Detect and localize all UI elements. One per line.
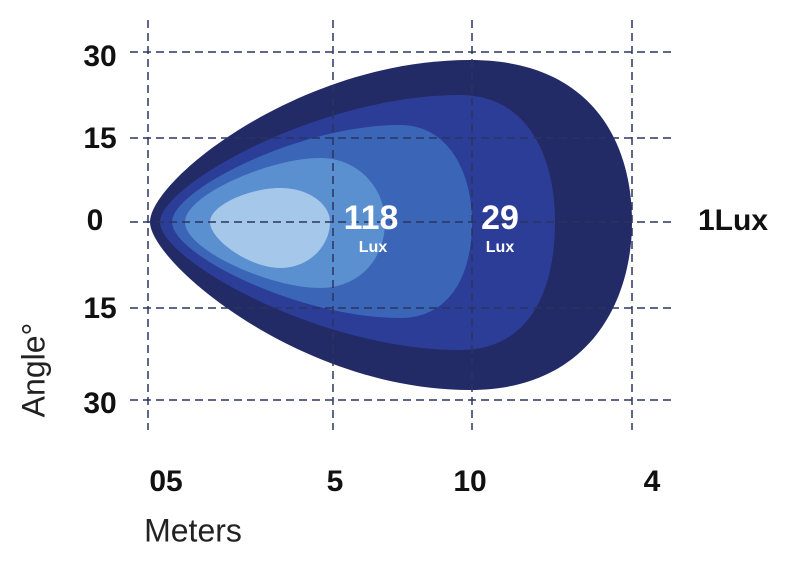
y-label: 15 [83,122,116,155]
x-label: 4 [644,465,661,498]
zone-value: 29 [481,199,519,237]
zone-core [210,188,330,268]
x-label: 10 [453,465,486,498]
zone-unit: Lux [486,239,515,256]
y-axis-title: Angle° [15,323,51,418]
grid [130,20,672,430]
y-label: 0 [87,204,104,237]
edge-label: 1Lux [698,204,768,237]
zone-unit: Lux [359,239,388,256]
x-label: 5 [327,465,344,498]
y-label: 15 [83,292,116,325]
zone-value: 118 [344,199,399,237]
y-label: 30 [83,387,116,420]
x-label: 05 [149,465,182,498]
y-label: 30 [83,40,116,73]
x-axis-title: Meters [144,512,242,548]
